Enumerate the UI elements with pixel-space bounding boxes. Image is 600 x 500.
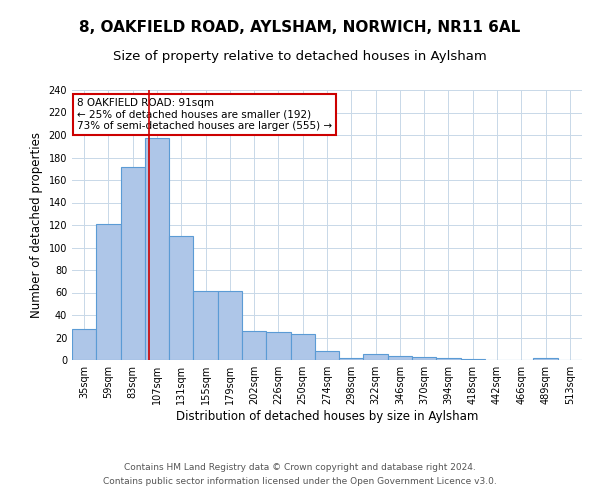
Bar [169, 236, 193, 360]
Bar [533, 358, 558, 360]
Bar [121, 166, 145, 360]
X-axis label: Distribution of detached houses by size in Aylsham: Distribution of detached houses by size … [176, 410, 478, 423]
Bar [242, 331, 266, 360]
Bar [412, 356, 436, 360]
Bar [339, 358, 364, 360]
Bar [266, 332, 290, 360]
Bar [72, 328, 96, 360]
Bar [96, 224, 121, 360]
Text: Contains public sector information licensed under the Open Government Licence v3: Contains public sector information licen… [103, 477, 497, 486]
Bar [315, 351, 339, 360]
Bar [145, 138, 169, 360]
Bar [461, 359, 485, 360]
Bar [218, 292, 242, 360]
Bar [193, 292, 218, 360]
Bar [388, 356, 412, 360]
Text: Size of property relative to detached houses in Aylsham: Size of property relative to detached ho… [113, 50, 487, 63]
Bar [290, 334, 315, 360]
Text: 8 OAKFIELD ROAD: 91sqm
← 25% of detached houses are smaller (192)
73% of semi-de: 8 OAKFIELD ROAD: 91sqm ← 25% of detached… [77, 98, 332, 132]
Text: Contains HM Land Registry data © Crown copyright and database right 2024.: Contains HM Land Registry data © Crown c… [124, 464, 476, 472]
Bar [364, 354, 388, 360]
Bar [436, 358, 461, 360]
Text: 8, OAKFIELD ROAD, AYLSHAM, NORWICH, NR11 6AL: 8, OAKFIELD ROAD, AYLSHAM, NORWICH, NR11… [79, 20, 521, 35]
Y-axis label: Number of detached properties: Number of detached properties [30, 132, 43, 318]
